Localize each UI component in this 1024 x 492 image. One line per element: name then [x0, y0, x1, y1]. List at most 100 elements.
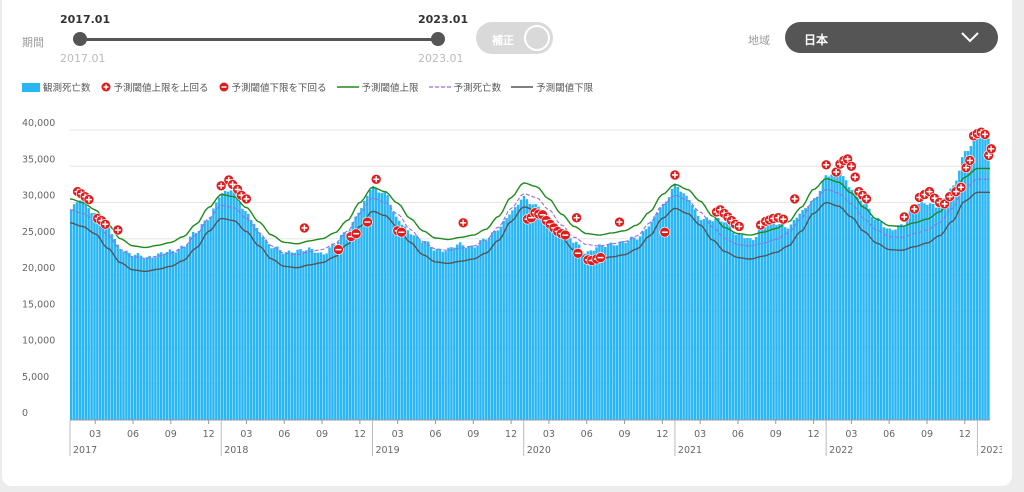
above-marker[interactable]: [669, 169, 681, 181]
observed-bar: [145, 257, 148, 420]
above-marker[interactable]: [939, 198, 950, 210]
observed-bar: [270, 248, 273, 420]
above-marker[interactable]: [614, 216, 625, 228]
chart-legend: 観測死亡数 予測閾値上限を上回る 予測閾値下限を下回る 予測閾値上限 予測死亡数…: [22, 80, 603, 94]
legend-item-above[interactable]: 予測閾値上限を上回る: [101, 80, 209, 94]
below-marker[interactable]: [559, 229, 571, 241]
above-marker[interactable]: [571, 212, 582, 223]
below-marker[interactable]: [659, 226, 671, 238]
observed-bar: [830, 174, 833, 420]
observed-bar: [72, 204, 76, 420]
above-marker[interactable]: [215, 180, 227, 192]
observed-bar: [868, 208, 871, 420]
observed-bar: [482, 238, 485, 420]
observed-bar: [485, 240, 488, 420]
observed-bar: [302, 251, 305, 420]
observed-bar: [615, 245, 619, 420]
legend-item-pred[interactable]: 予測死亡数: [428, 80, 501, 94]
observed-bar: [696, 216, 700, 420]
legend-item-below[interactable]: 予測閾値下限を下回る: [219, 80, 327, 94]
below-marker[interactable]: [333, 244, 344, 255]
observed-bar: [783, 227, 787, 420]
observed-bar: [331, 243, 334, 420]
observed-bar: [786, 228, 790, 420]
observed-bar: [93, 212, 96, 420]
period-slider-track[interactable]: [79, 38, 439, 41]
minus-circle-icon: [219, 82, 229, 92]
observed-bar: [319, 252, 323, 420]
above-marker[interactable]: [370, 174, 382, 185]
observed-bar: [667, 197, 671, 420]
observed-bar: [229, 190, 233, 420]
above-marker[interactable]: [861, 193, 872, 205]
observed-bar: [519, 199, 523, 420]
end-label: 2023.01: [418, 13, 469, 26]
above-marker[interactable]: [112, 224, 124, 236]
observed-bar: [122, 251, 125, 420]
observed-bar: [749, 238, 752, 420]
below-marker[interactable]: [572, 248, 584, 259]
legend-label-lower: 予測閾値下限: [536, 83, 594, 94]
region-select[interactable]: [785, 22, 998, 53]
observed-bar: [450, 247, 453, 420]
above-marker[interactable]: [909, 203, 920, 215]
above-marker[interactable]: [979, 129, 991, 140]
observed-bar: [162, 253, 166, 420]
above-marker[interactable]: [83, 194, 95, 205]
chevron-down-icon[interactable]: [961, 31, 979, 43]
observed-bar: [766, 225, 770, 420]
observed-bar: [534, 203, 537, 420]
period-end-handle[interactable]: [431, 32, 445, 46]
below-marker[interactable]: [350, 228, 362, 239]
legend-item-observed[interactable]: 観測死亡数: [22, 80, 91, 94]
observed-bar: [635, 239, 639, 420]
observed-bar: [801, 209, 804, 420]
observed-bar: [514, 206, 517, 420]
above-marker[interactable]: [777, 213, 789, 225]
above-marker[interactable]: [241, 193, 252, 205]
observed-bar: [220, 193, 224, 420]
legend-item-upper[interactable]: 予測閾値上限: [336, 80, 419, 94]
above-marker[interactable]: [820, 159, 832, 171]
observed-bar: [914, 206, 918, 420]
observed-bar: [627, 240, 630, 420]
period-start-handle[interactable]: [73, 32, 87, 46]
above-marker[interactable]: [898, 211, 910, 223]
above-marker[interactable]: [964, 155, 976, 166]
observed-bar: [891, 230, 894, 420]
above-marker[interactable]: [100, 219, 111, 230]
above-marker[interactable]: [733, 221, 745, 232]
observed-bar: [621, 241, 624, 420]
observed-bar: [876, 217, 880, 420]
observed-bar: [717, 218, 720, 420]
above-marker[interactable]: [299, 222, 310, 234]
observed-bar: [464, 247, 468, 420]
above-marker[interactable]: [457, 217, 469, 229]
legend-item-lower[interactable]: 予測閾値下限: [511, 80, 593, 94]
observed-bar: [664, 201, 668, 420]
observed-bar: [580, 251, 584, 420]
observed-bar: [157, 253, 160, 420]
observed-bar: [612, 245, 616, 420]
observed-bar: [139, 255, 143, 420]
observed-bar: [676, 187, 680, 420]
below-marker[interactable]: [396, 226, 407, 238]
observed-bar: [769, 221, 772, 420]
observed-bar: [789, 224, 793, 420]
observed-bar: [406, 230, 410, 420]
observed-bar: [708, 219, 711, 420]
above-marker[interactable]: [846, 160, 857, 172]
year-label: 2022: [829, 445, 853, 456]
above-marker[interactable]: [789, 193, 801, 205]
above-marker[interactable]: [955, 182, 967, 193]
above-marker[interactable]: [849, 171, 861, 183]
correction-toggle-knob[interactable]: [524, 25, 550, 51]
below-marker[interactable]: [362, 216, 373, 228]
x-tick-label: 03: [89, 429, 101, 440]
observed-bar: [653, 216, 656, 420]
below-marker[interactable]: [595, 252, 606, 263]
observed-bar: [351, 222, 355, 420]
above-marker[interactable]: [985, 143, 997, 155]
observed-bar: [862, 204, 865, 420]
observed-bar: [380, 192, 384, 420]
